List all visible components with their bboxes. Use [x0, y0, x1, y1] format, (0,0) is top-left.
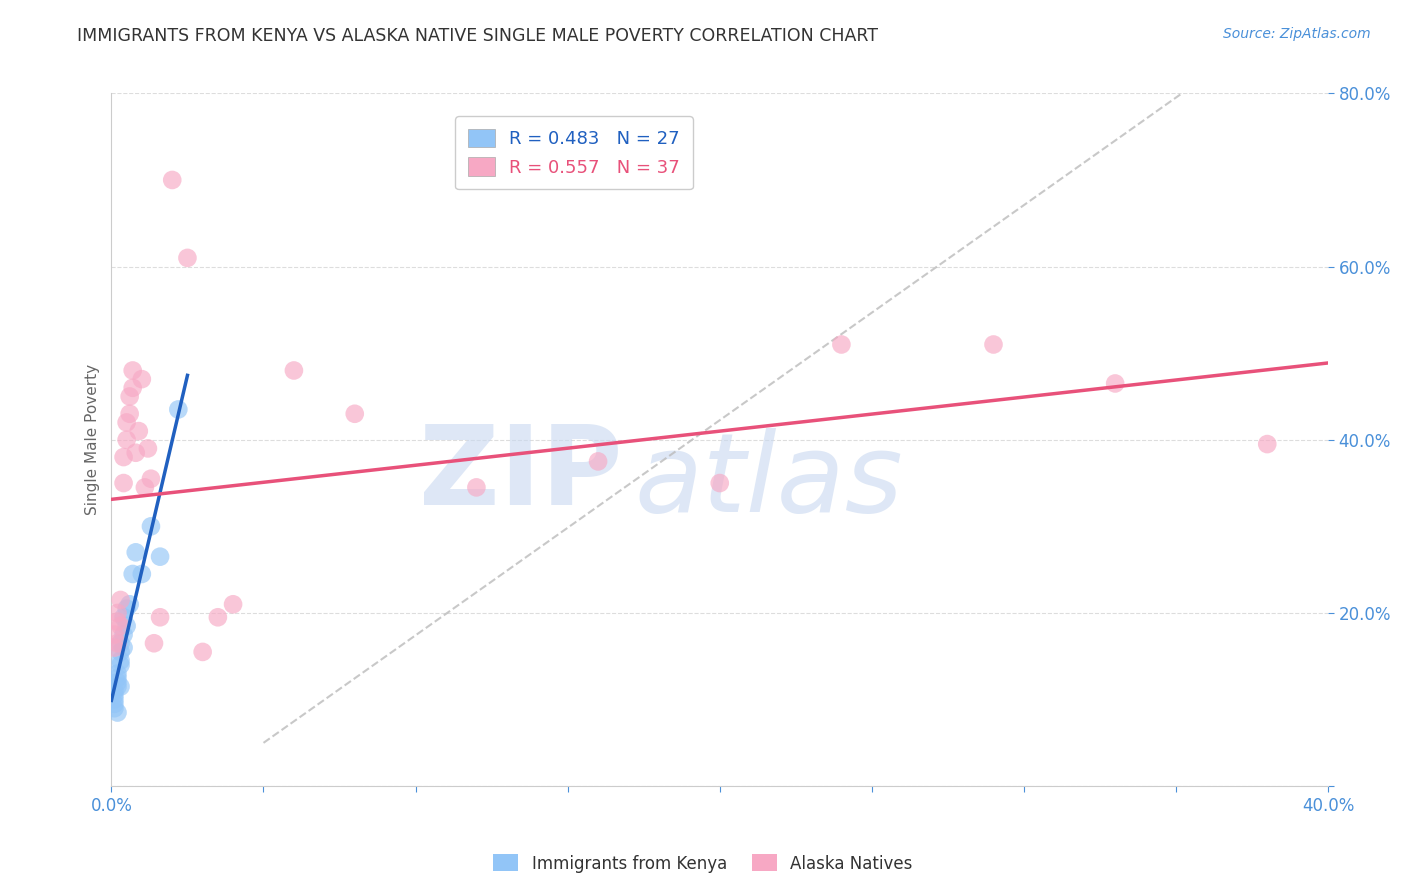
Point	[107, 706, 129, 720]
Point	[107, 606, 129, 620]
Point	[167, 402, 190, 417]
Point	[121, 363, 143, 377]
Point	[207, 610, 229, 624]
Point	[1256, 437, 1278, 451]
Point	[107, 671, 129, 685]
Point	[110, 636, 132, 650]
Text: atlas: atlas	[634, 428, 903, 535]
Point	[107, 680, 129, 694]
Point	[1104, 376, 1126, 391]
Point	[110, 680, 132, 694]
Point	[139, 472, 162, 486]
Point	[115, 416, 138, 430]
Text: IMMIGRANTS FROM KENYA VS ALASKA NATIVE SINGLE MALE POVERTY CORRELATION CHART: IMMIGRANTS FROM KENYA VS ALASKA NATIVE S…	[77, 27, 879, 45]
Point	[709, 476, 731, 491]
Point	[191, 645, 214, 659]
Point	[121, 381, 143, 395]
Point	[176, 251, 198, 265]
Point	[112, 610, 135, 624]
Point	[139, 519, 162, 533]
Point	[115, 601, 138, 615]
Point	[115, 619, 138, 633]
Point	[131, 372, 153, 386]
Point	[586, 454, 609, 468]
Point	[107, 666, 129, 681]
Point	[103, 701, 125, 715]
Point	[110, 657, 132, 672]
Point	[343, 407, 366, 421]
Point	[118, 389, 141, 403]
Point	[118, 597, 141, 611]
Point	[125, 446, 148, 460]
Point	[107, 636, 129, 650]
Point	[107, 675, 129, 690]
Point	[112, 476, 135, 491]
Point	[115, 433, 138, 447]
Point	[103, 697, 125, 711]
Legend: Immigrants from Kenya, Alaska Natives: Immigrants from Kenya, Alaska Natives	[486, 847, 920, 880]
Point	[103, 640, 125, 655]
Point	[136, 442, 159, 456]
Point	[149, 549, 172, 564]
Point	[983, 337, 1005, 351]
Point	[110, 645, 132, 659]
Point	[465, 480, 488, 494]
Point	[110, 593, 132, 607]
Legend: R = 0.483   N = 27, R = 0.557   N = 37: R = 0.483 N = 27, R = 0.557 N = 37	[456, 116, 693, 189]
Point	[112, 627, 135, 641]
Y-axis label: Single Male Poverty: Single Male Poverty	[86, 364, 100, 516]
Point	[222, 597, 245, 611]
Point	[118, 407, 141, 421]
Point	[283, 363, 305, 377]
Point	[143, 636, 166, 650]
Point	[149, 610, 172, 624]
Point	[112, 450, 135, 464]
Point	[128, 424, 150, 438]
Point	[112, 640, 135, 655]
Point	[103, 627, 125, 641]
Point	[103, 684, 125, 698]
Point	[107, 615, 129, 629]
Text: Source: ZipAtlas.com: Source: ZipAtlas.com	[1223, 27, 1371, 41]
Point	[134, 480, 156, 494]
Point	[110, 619, 132, 633]
Point	[162, 173, 184, 187]
Point	[103, 688, 125, 702]
Point	[121, 566, 143, 581]
Text: ZIP: ZIP	[419, 421, 623, 528]
Point	[103, 692, 125, 706]
Point	[125, 545, 148, 559]
Point	[131, 566, 153, 581]
Point	[830, 337, 852, 351]
Point	[110, 654, 132, 668]
